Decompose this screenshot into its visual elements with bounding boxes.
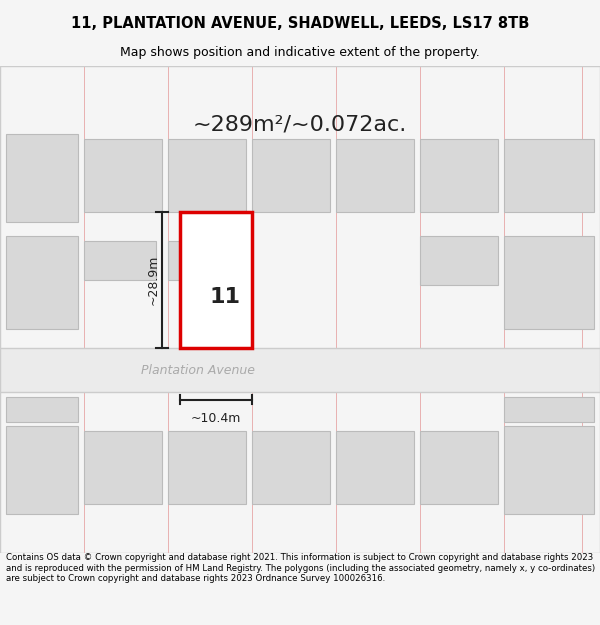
Bar — [84, 139, 162, 212]
Text: Map shows position and indicative extent of the property.: Map shows position and indicative extent… — [120, 46, 480, 59]
Bar — [6, 236, 78, 329]
Bar — [336, 139, 414, 212]
Bar — [84, 431, 162, 504]
Bar — [420, 431, 498, 504]
Bar — [6, 134, 78, 222]
Bar — [336, 431, 414, 504]
Bar — [6, 397, 78, 421]
Text: Plantation Avenue: Plantation Avenue — [141, 364, 255, 377]
Bar — [504, 397, 594, 421]
Bar — [420, 139, 498, 212]
Bar — [168, 431, 246, 504]
Bar — [168, 139, 246, 212]
Bar — [420, 236, 498, 285]
Bar — [168, 241, 240, 280]
Bar — [504, 139, 594, 212]
Text: ~28.9m: ~28.9m — [146, 255, 160, 305]
Bar — [84, 241, 156, 280]
Text: 11, PLANTATION AVENUE, SHADWELL, LEEDS, LS17 8TB: 11, PLANTATION AVENUE, SHADWELL, LEEDS, … — [71, 16, 529, 31]
Bar — [0, 348, 600, 392]
Text: ~289m²/~0.072ac.: ~289m²/~0.072ac. — [193, 114, 407, 134]
Text: Contains OS data © Crown copyright and database right 2021. This information is : Contains OS data © Crown copyright and d… — [6, 553, 595, 583]
Bar — [504, 236, 594, 329]
Bar — [252, 431, 330, 504]
Text: 11: 11 — [209, 286, 240, 306]
Bar — [180, 212, 252, 348]
Bar — [504, 426, 594, 514]
Bar — [252, 139, 330, 212]
Text: ~10.4m: ~10.4m — [191, 412, 241, 425]
Bar — [6, 426, 78, 514]
